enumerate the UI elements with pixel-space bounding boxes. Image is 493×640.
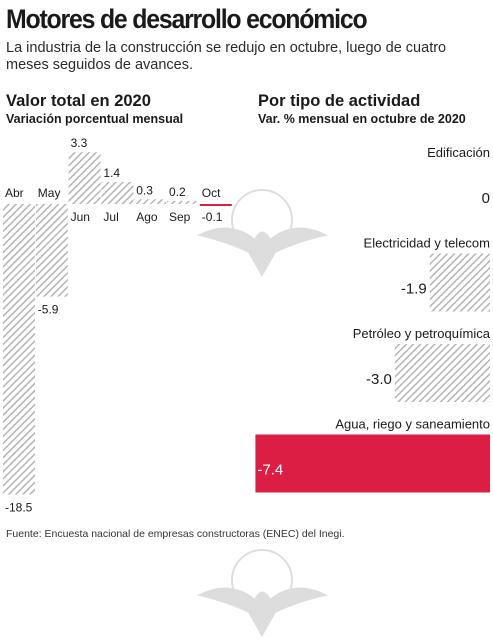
- value-label-ago: 0.3: [136, 183, 153, 197]
- bar-activity-1: [429, 253, 490, 312]
- category-label-jun: Jun: [71, 210, 90, 224]
- bar-sep: [167, 200, 199, 204]
- value-label-oct: -0.1: [202, 210, 223, 224]
- bar-may: [35, 204, 68, 297]
- eagle-watermark-icon: [197, 189, 328, 278]
- category-label-activity-0: Edificación: [427, 145, 490, 160]
- value-label-activity-1: -1.9: [401, 281, 427, 298]
- value-label-abr: -18.5: [5, 500, 33, 514]
- category-label-activity-2: Petróleo y petroquímica: [353, 326, 491, 341]
- category-label-abr: Abr: [5, 186, 24, 200]
- value-label-jul: 1.4: [103, 166, 120, 180]
- value-label-activity-3: -7.4: [257, 462, 283, 479]
- bar-jul: [101, 182, 134, 204]
- value-label-jun: 3.3: [71, 136, 88, 150]
- category-label-may: May: [38, 186, 61, 200]
- category-label-oct: Oct: [202, 186, 221, 200]
- bar-activity-2: [394, 344, 490, 402]
- chart-title: Motores de desarrollo económico: [6, 4, 368, 34]
- footer-source: Fuente: Encuesta nacional de empresas co…: [6, 528, 345, 540]
- chart-subtitle: La industria de la construcción se reduj…: [6, 40, 447, 73]
- bar-activity-3: [255, 434, 490, 493]
- bar-oct: [199, 204, 232, 206]
- value-label-sep: 0.2: [169, 185, 186, 199]
- category-label-activity-3: Agua, riego y saneamiento: [335, 417, 490, 432]
- monthly-chart-title: Valor total en 2020: [6, 92, 151, 110]
- bar-jun: [68, 152, 101, 204]
- value-label-may: -5.9: [38, 303, 59, 317]
- monthly-chart-subtitle: Variación porcentual mensual: [6, 112, 184, 126]
- category-label-ago: Ago: [136, 210, 158, 224]
- category-label-jul: Jul: [103, 210, 118, 224]
- activity-chart-title: Por tipo de actividad: [258, 92, 421, 110]
- activity-chart-subtitle: Var. % mensual en octubre de 2020: [258, 112, 466, 126]
- value-label-activity-0: 0: [482, 190, 490, 207]
- bar-ago: [134, 199, 167, 204]
- category-label-sep: Sep: [169, 210, 191, 224]
- eagle-watermark-bottom-icon: [197, 549, 328, 638]
- bar-abr: [3, 204, 35, 495]
- value-label-activity-2: -3.0: [366, 371, 392, 388]
- category-label-activity-1: Electricidad y telecom: [364, 236, 490, 251]
- charts-canvas: Abr -18.5 May -5.9 Jun 3.3 Jul 1.4 Ago 0.3 Sep 0.2 O…: [3, 136, 491, 514]
